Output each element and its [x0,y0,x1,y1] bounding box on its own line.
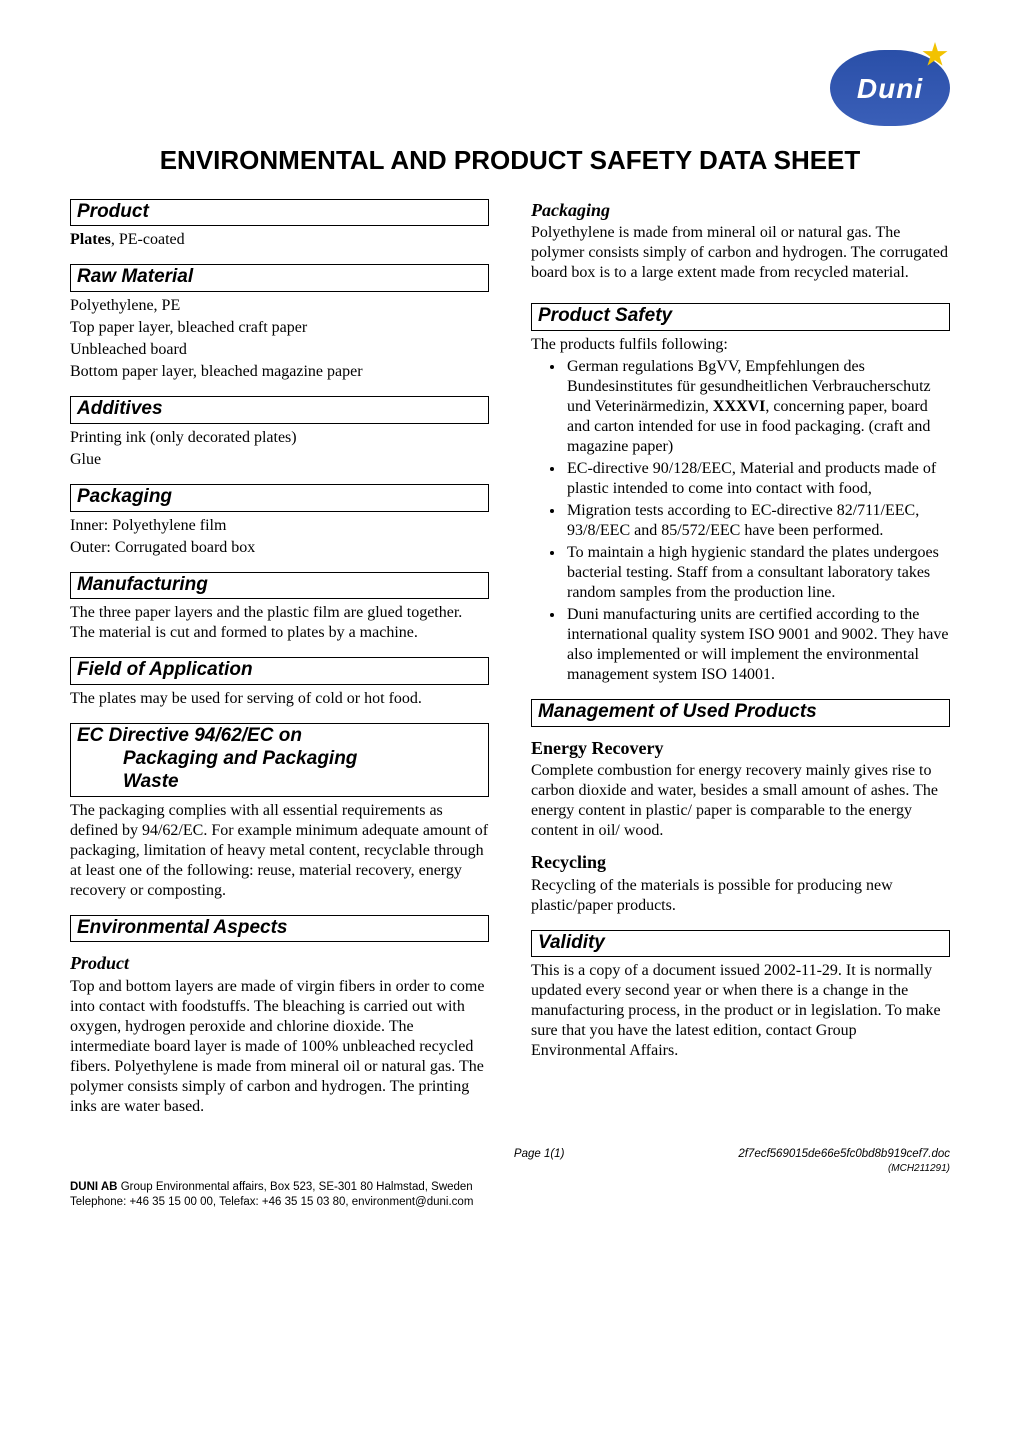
section-safety: Product Safety [531,303,950,331]
directive-l2: Packaging and Packaging [77,748,482,771]
safety-bullet-2: Migration tests according to EC-directiv… [565,501,950,541]
mgmt-recycle-h: Recycling [531,851,950,874]
pack-line-0: Inner: Polyethylene film [70,516,489,536]
manufacturing-body: The three paper layers and the plastic f… [70,603,489,643]
directive-body: The packaging complies with all essentia… [70,801,489,901]
additives-line-0: Printing ink (only decorated plates) [70,428,489,448]
left-column: Product Plates, PE-coated Raw Material P… [70,199,489,1119]
mgmt-energy-h: Energy Recovery [531,737,950,760]
pack-line-1: Outer: Corrugated board box [70,538,489,558]
env-sub-packaging: Packaging [531,199,950,222]
section-manufacturing: Manufacturing [70,572,489,600]
safety-bullet-1: EC-directive 90/128/EEC, Material and pr… [565,459,950,499]
section-product: Product [70,199,489,227]
footer-addr1: Group Environmental affairs, Box 523, SE… [118,1181,473,1193]
safety-bullet-3: To maintain a high hygienic standard the… [565,543,950,603]
right-column: Packaging Polyethylene is made from mine… [531,199,950,1119]
logo-container: Duni [70,50,950,126]
footer: Page 1(1) 2f7ecf569015de66e5fc0bd8b919ce… [70,1147,950,1210]
section-packaging-l: Packaging [70,484,489,512]
footer-address: DUNI AB Group Environmental affairs, Box… [70,1180,950,1210]
footer-page: Page 1(1) [514,1147,565,1176]
directive-l3: Waste [77,771,482,794]
section-field: Field of Application [70,657,489,685]
section-validity: Validity [531,930,950,958]
duni-logo: Duni [830,50,950,126]
env-sub-product: Product [70,952,489,975]
mgmt-energy-b: Complete combustion for energy recovery … [531,761,950,841]
footer-docref: (MCH211291) [888,1163,950,1174]
footer-docbox: 2f7ecf569015de66e5fc0bd8b919cef7.doc (MC… [738,1147,950,1176]
safety-b0-bold: XXXVI [713,398,765,415]
section-raw-material: Raw Material [70,264,489,292]
footer-top-row: Page 1(1) 2f7ecf569015de66e5fc0bd8b919ce… [70,1147,950,1176]
section-directive: EC Directive 94/62/EC on Packaging and P… [70,723,489,796]
raw-line-1: Top paper layer, bleached craft paper [70,318,489,338]
safety-bullet-4: Duni manufacturing units are certified a… [565,605,950,685]
footer-company-bold: DUNI AB [70,1181,118,1193]
page-title: ENVIRONMENTAL AND PRODUCT SAFETY DATA SH… [70,144,950,177]
product-body: Plates, PE-coated [70,230,489,250]
safety-intro: The products fulfils following: [531,335,950,355]
section-mgmt: Management of Used Products [531,699,950,727]
section-env: Environmental Aspects [70,915,489,943]
safety-bullets: German regulations BgVV, Empfehlungen de… [531,357,950,685]
columns: Product Plates, PE-coated Raw Material P… [70,199,950,1119]
field-body: The plates may be used for serving of co… [70,689,489,709]
raw-line-3: Bottom paper layer, bleached magazine pa… [70,362,489,382]
safety-bullet-0: German regulations BgVV, Empfehlungen de… [565,357,950,457]
section-additives: Additives [70,396,489,424]
additives-line-1: Glue [70,450,489,470]
logo-brand-text: Duni [857,71,923,106]
validity-body: This is a copy of a document issued 2002… [531,961,950,1061]
product-bold: Plates [70,231,111,248]
directive-l1: EC Directive 94/62/EC on [77,725,302,746]
footer-addr2: Telephone: +46 35 15 00 00, Telefax: +46… [70,1196,473,1208]
raw-line-0: Polyethylene, PE [70,296,489,316]
mgmt-recycle-b: Recycling of the materials is possible f… [531,876,950,916]
env-product-body: Top and bottom layers are made of virgin… [70,977,489,1117]
footer-docfile: 2f7ecf569015de66e5fc0bd8b919cef7.doc [738,1148,950,1160]
raw-line-2: Unbleached board [70,340,489,360]
star-icon [922,42,948,68]
env-packaging-body: Polyethylene is made from mineral oil or… [531,223,950,283]
